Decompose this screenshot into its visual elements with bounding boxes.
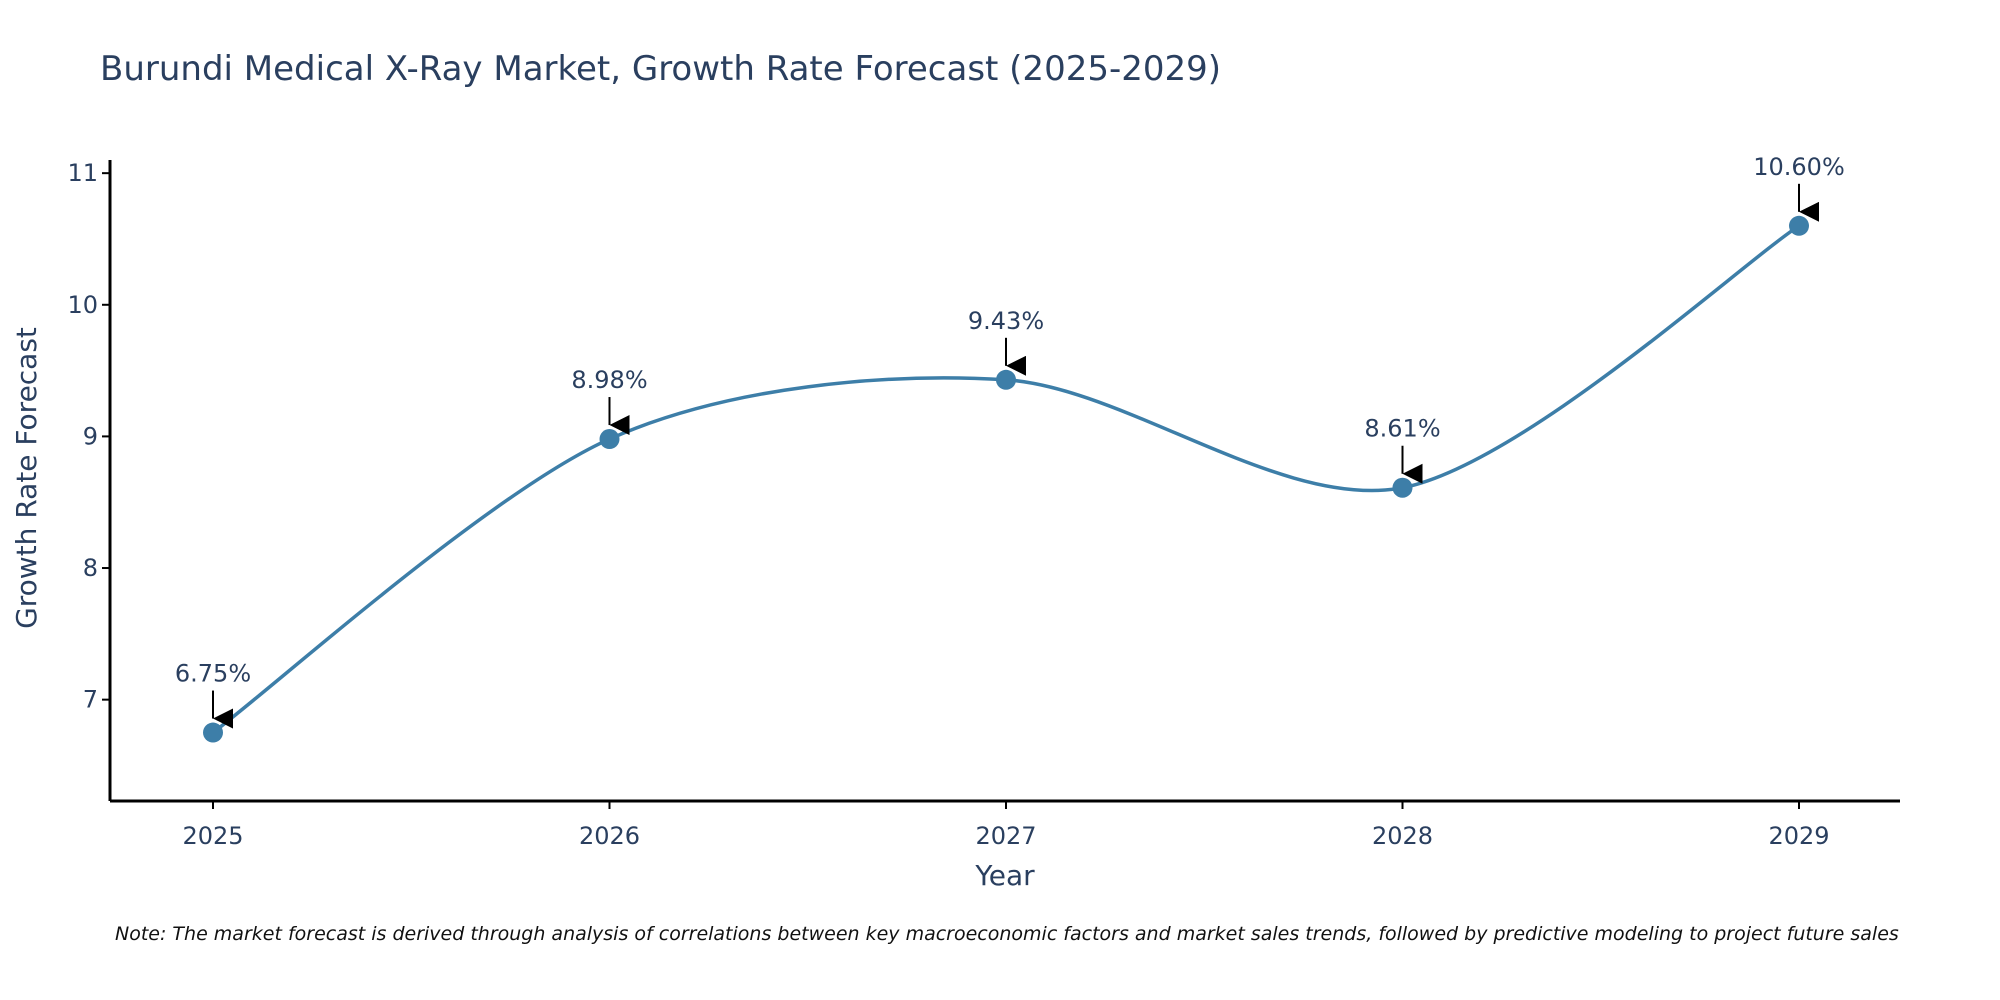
data-point-2025 xyxy=(203,722,223,743)
data-label-2027: 9.43% xyxy=(968,307,1044,335)
x-tick-label: 2029 xyxy=(1768,822,1829,850)
data-label-2028: 8.61% xyxy=(1364,415,1440,443)
x-axis-ticks: 2025 2026 2027 2028 2029 xyxy=(182,801,1830,850)
data-points xyxy=(203,215,1809,743)
y-tick-label: 10 xyxy=(67,291,98,319)
data-label-2026: 8.98% xyxy=(571,366,647,394)
footnote: Note: The market forecast is derived thr… xyxy=(115,923,1899,945)
data-label-2029: 10.60% xyxy=(1753,153,1845,181)
y-tick-label: 8 xyxy=(83,554,98,582)
x-tick-label: 2026 xyxy=(579,822,640,850)
data-point-2026 xyxy=(599,429,620,450)
y-axis-title: Growth Rate Forecast xyxy=(10,327,43,629)
x-tick-label: 2027 xyxy=(975,822,1036,850)
data-annotations: 6.75% 8.98% 9.43% 8.61% 10.60% xyxy=(175,153,1845,729)
x-axis-title: Year xyxy=(974,859,1035,892)
series-line-growth-rate xyxy=(211,224,1800,734)
y-tick-label: 7 xyxy=(83,686,98,714)
chart-title: Burundi Medical X-Ray Market, Growth Rat… xyxy=(100,49,1221,89)
data-point-2029 xyxy=(1789,215,1809,236)
y-tick-label: 9 xyxy=(83,422,98,450)
y-tick-label: 11 xyxy=(67,159,98,187)
data-label-2025: 6.75% xyxy=(175,660,251,688)
x-tick-label: 2028 xyxy=(1372,822,1433,850)
data-point-2028 xyxy=(1392,477,1413,498)
y-axis-ticks: 7 8 9 10 11 xyxy=(67,159,110,714)
x-tick-label: 2025 xyxy=(182,822,243,850)
data-point-2027 xyxy=(996,369,1016,390)
